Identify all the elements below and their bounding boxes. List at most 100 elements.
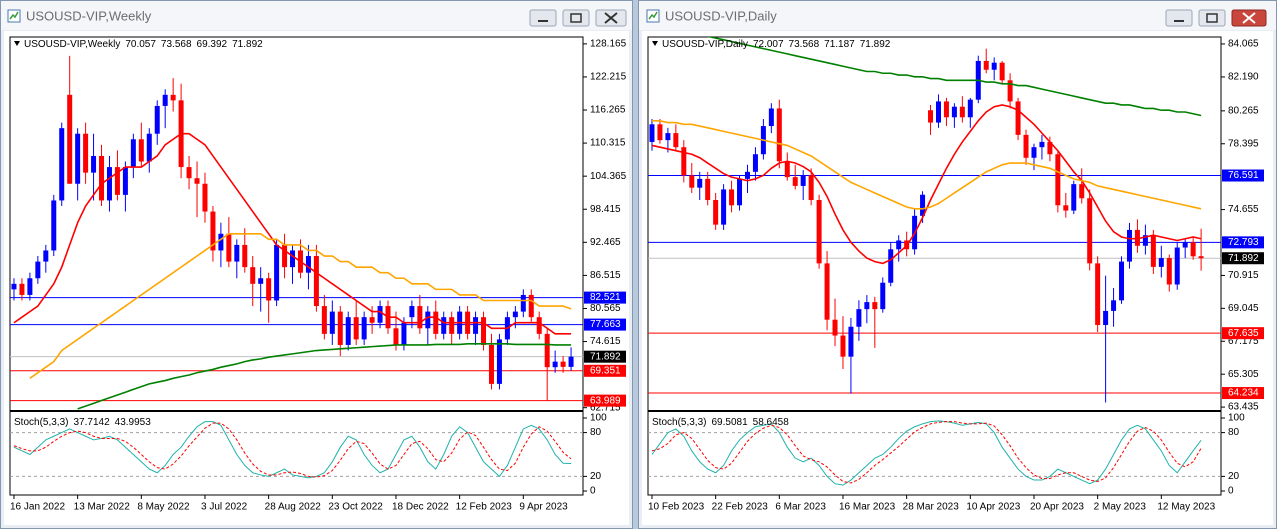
window-icon-graph (648, 11, 658, 20)
candle-body (329, 311, 335, 334)
candle-body (520, 294, 526, 312)
x-tick-label: 13 Mar 2022 (74, 502, 131, 513)
ohlc-value: 72.007 (753, 39, 784, 50)
candle-body (1039, 141, 1045, 148)
level-label: 77.663 (590, 319, 621, 330)
candle-body (848, 326, 854, 357)
level-label: 67.635 (1228, 328, 1259, 339)
y-tick-label: 122.215 (590, 72, 627, 83)
restore-button[interactable] (1198, 9, 1226, 27)
candle-body (951, 106, 957, 118)
minimize-button[interactable] (529, 9, 557, 27)
candle-body (824, 263, 830, 320)
y-tick-label: 70.915 (1228, 270, 1259, 281)
x-tick-label: 12 Feb 2023 (456, 502, 513, 513)
candle-body (274, 244, 280, 301)
ohlc-value: 70.057 (125, 39, 156, 50)
stoch-title: Stoch(5,3,3) (14, 417, 68, 428)
current-price-box (584, 350, 626, 363)
restore-button[interactable] (562, 9, 590, 27)
candle-body (449, 317, 455, 334)
candle-body (1023, 134, 1029, 158)
stoch-title: Stoch(5,3,3) (652, 417, 706, 428)
level-label: 82.521 (590, 292, 621, 303)
candle-body (1063, 205, 1069, 211)
candle-body (1198, 256, 1204, 259)
candle-body (242, 244, 248, 268)
window-icon-graph (9, 11, 19, 20)
stoch-value: 69.5081 (711, 417, 748, 428)
symbol-label: USOUSD-VIP,Weekly (24, 39, 120, 50)
level-label: 64.234 (1228, 388, 1259, 399)
candle-body (1158, 258, 1164, 267)
x-tick-label: 28 Mar 2023 (903, 502, 960, 513)
x-tick-label: 20 Apr 2023 (1030, 502, 1084, 513)
window-title: USOUSD-VIP,Daily (665, 8, 777, 23)
candle-body (186, 167, 192, 179)
x-tick-label: 23 Oct 2022 (328, 502, 383, 513)
minimize-button[interactable] (1165, 9, 1193, 27)
ohlc-value: 73.568 (161, 39, 192, 50)
candle-body (1071, 184, 1077, 211)
candle-body (114, 167, 120, 195)
candle-body (1150, 235, 1156, 267)
candle-body (665, 133, 671, 141)
candle-body (832, 319, 838, 336)
header-triangle (652, 41, 658, 46)
y-tick-label: 104.365 (590, 171, 627, 182)
candle-body (441, 317, 447, 334)
stoch-header: Stoch(5,3,3) 69.5081 58.6458 (652, 417, 789, 428)
candle-body (122, 167, 128, 195)
level-label-box (584, 291, 626, 304)
candle-body (943, 101, 949, 118)
candle-body (266, 278, 272, 301)
candle-body (1126, 229, 1132, 262)
candle-body (928, 110, 934, 123)
x-tick-label: 16 Mar 2023 (839, 502, 896, 513)
y-tick-label: 74.615 (590, 336, 621, 347)
plot-frame (9, 36, 584, 496)
chart: 128.165 122.215 116.265 110.315 104.365 98.41… (9, 36, 627, 513)
candle-body (967, 99, 973, 118)
candle-body (935, 101, 941, 123)
candle-body (776, 108, 782, 162)
y-tick-label: 86.515 (590, 270, 621, 281)
level-label-box (584, 318, 626, 331)
y-tick-label: 63.435 (1228, 402, 1259, 413)
candle-body (67, 94, 73, 184)
stoch-line (13, 421, 572, 479)
candle-body (1134, 229, 1140, 246)
candle-body (1015, 101, 1021, 135)
candle-body (353, 317, 359, 340)
candle-body (106, 167, 112, 201)
candle-body (800, 175, 806, 186)
x-tick-label: 6 Mar 2023 (775, 502, 826, 513)
x-tick-label: 3 Jul 2022 (201, 502, 248, 513)
candle-body (681, 147, 687, 176)
candle-body (305, 256, 311, 273)
stoch-value: 37.7142 (73, 417, 110, 428)
candle-body (425, 311, 431, 329)
candle-body (729, 189, 735, 206)
candle-body (536, 317, 542, 334)
candle-body (369, 317, 375, 323)
y-tick-label: 69.045 (1228, 303, 1259, 314)
symbol-label: USOUSD-VIP,Daily (662, 39, 748, 50)
candle-body (512, 311, 518, 318)
stoch-y-tick-label: 80 (1228, 427, 1240, 438)
x-tick-label: 16 Jan 2022 (10, 502, 65, 513)
candle-body (27, 278, 33, 295)
candle-body (313, 256, 319, 307)
y-tick-label: 67.175 (1228, 336, 1259, 347)
stoch-header: Stoch(5,3,3) 37.7142 43.9953 (14, 417, 151, 428)
moving-average-line (77, 343, 572, 410)
moving-average-line (29, 232, 572, 379)
current-price-box (1222, 252, 1264, 265)
restore-icon (1206, 13, 1218, 23)
candle-body (1087, 198, 1093, 264)
y-tick-label: 62.715 (590, 402, 621, 413)
chart-header: USOUSD-VIP,Daily 72.007 73.568 71.187 71.892 (662, 39, 891, 50)
candle-body (999, 62, 1005, 81)
y-tick-label: 80.565 (590, 303, 621, 314)
